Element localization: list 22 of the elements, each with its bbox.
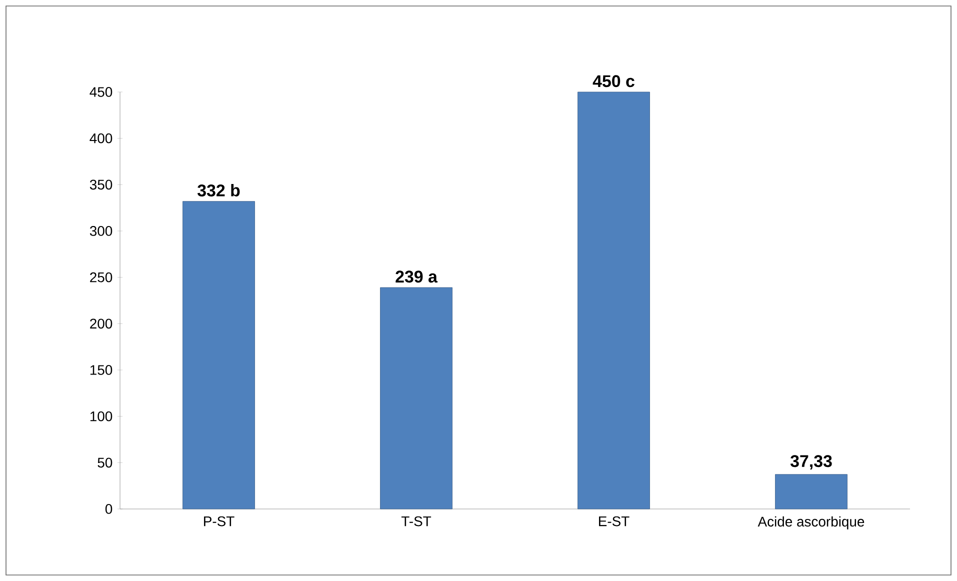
y-tick-label: 400	[90, 133, 112, 144]
y-tick-label: 250	[90, 272, 112, 282]
data-label: 332 b	[197, 184, 240, 196]
bar	[578, 92, 650, 510]
y-tick-label: 350	[90, 180, 112, 190]
y-tick-label: 0	[105, 504, 112, 514]
y-tick-label: 200	[90, 318, 112, 329]
y-tick-label: 100	[90, 411, 112, 422]
x-tick-label: Acide ascorbique	[758, 516, 864, 530]
x-tick-label: E-ST	[599, 516, 630, 526]
y-tick-label: 150	[90, 365, 112, 375]
data-label: 239 a	[396, 270, 438, 283]
y-tick-label: 50	[98, 458, 112, 468]
bar	[182, 201, 255, 510]
bar	[380, 287, 452, 510]
y-tick-label: 300	[90, 226, 112, 236]
data-label: 37,33	[790, 455, 832, 470]
bar	[775, 474, 848, 510]
x-tick-label: P-ST	[204, 516, 234, 526]
y-tick-label: 450	[90, 87, 112, 97]
data-label: 450 c	[592, 75, 634, 88]
x-tick-label: T-ST	[401, 516, 432, 526]
